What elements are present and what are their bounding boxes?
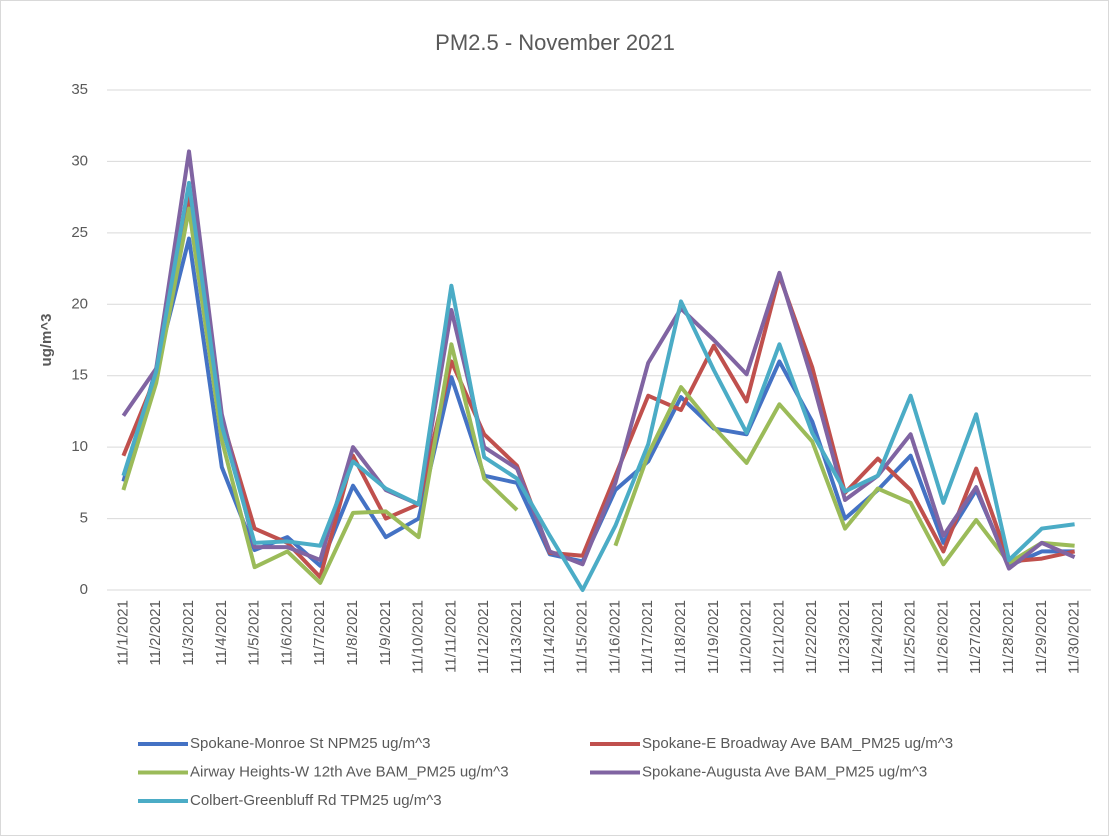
x-tick-label: 11/4/2021 — [213, 600, 230, 666]
y-tick-label: 0 — [80, 581, 88, 598]
x-tick-label: 11/25/2021 — [902, 600, 919, 674]
x-tick-label: 11/15/2021 — [574, 600, 591, 674]
series-line — [613, 385, 1075, 567]
x-tick-label: 11/22/2021 — [803, 600, 820, 674]
x-tick-label: 11/2/2021 — [147, 600, 164, 666]
y-tick-label: 15 — [71, 367, 88, 384]
x-tick-label: 11/8/2021 — [344, 600, 361, 666]
chart-title: PM2.5 - November 2021 — [435, 30, 675, 55]
x-tick-label: 11/18/2021 — [672, 600, 689, 674]
y-tick-label: 20 — [71, 295, 88, 312]
x-tick-label: 11/30/2021 — [1066, 600, 1083, 674]
y-tick-label: 10 — [71, 438, 88, 455]
y-tick-label: 35 — [71, 81, 88, 98]
x-tick-label: 11/29/2021 — [1033, 600, 1050, 674]
y-tick-label: 25 — [71, 224, 88, 241]
x-tick-label: 11/6/2021 — [278, 600, 295, 666]
x-tick-label: 11/3/2021 — [180, 600, 197, 666]
series-line — [121, 206, 519, 585]
x-tick-label: 11/14/2021 — [541, 600, 558, 674]
x-tick-label: 11/20/2021 — [738, 600, 755, 674]
x-tick-label: 11/16/2021 — [606, 600, 623, 674]
x-tick-label: 11/13/2021 — [508, 600, 525, 674]
legend-label: Spokane-Monroe St NPM25 ug/m^3 — [190, 735, 431, 752]
legend-label: Airway Heights-W 12th Ave BAM_PM25 ug/m^… — [190, 763, 509, 780]
x-tick-label: 11/28/2021 — [1000, 600, 1017, 674]
x-tick-label: 11/10/2021 — [410, 600, 427, 674]
x-tick-label: 11/12/2021 — [475, 600, 492, 674]
x-tick-label: 11/5/2021 — [246, 600, 263, 666]
x-tick-label: 11/11/2021 — [442, 600, 459, 673]
legend-label: Colbert-Greenbluff Rd TPM25 ug/m^3 — [190, 792, 442, 809]
x-tick-label: 11/7/2021 — [311, 600, 328, 666]
x-tick-label: 11/1/2021 — [114, 600, 131, 666]
x-tick-label: 11/26/2021 — [934, 600, 951, 674]
y-tick-label: 30 — [71, 152, 88, 169]
legend-label: Spokane-E Broadway Ave BAM_PM25 ug/m^3 — [642, 735, 953, 752]
legend-label: Spokane-Augusta Ave BAM_PM25 ug/m^3 — [642, 763, 927, 780]
x-tick-label: 11/24/2021 — [869, 600, 886, 674]
x-tick-label: 11/19/2021 — [705, 600, 722, 674]
y-tick-label: 5 — [80, 510, 88, 527]
x-tick-label: 11/9/2021 — [377, 600, 394, 666]
x-tick-label: 11/17/2021 — [639, 600, 656, 674]
series-line — [121, 180, 1075, 592]
y-axis-label: ug/m^3 — [38, 314, 55, 367]
x-tick-label: 11/21/2021 — [770, 600, 787, 674]
x-tick-label: 11/27/2021 — [967, 600, 984, 674]
series-line — [121, 149, 1076, 571]
x-tick-label: 11/23/2021 — [836, 600, 853, 674]
